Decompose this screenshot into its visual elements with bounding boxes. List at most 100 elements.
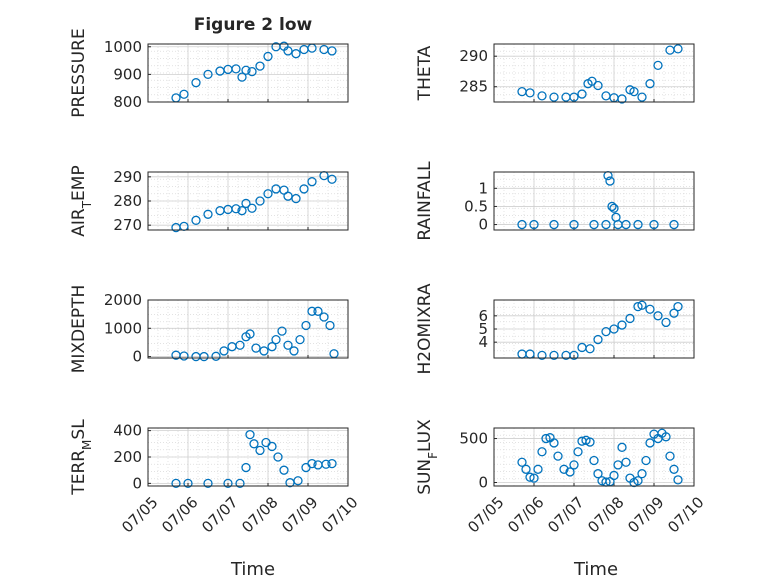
- y-tick-label: 0: [478, 473, 488, 491]
- data-point: [609, 324, 619, 334]
- axes-frame: [147, 43, 349, 103]
- y-tick-label: 5: [478, 320, 488, 338]
- data-point: [609, 203, 619, 213]
- data-point: [277, 326, 287, 336]
- data-point: [593, 469, 603, 479]
- data-point: [321, 459, 331, 469]
- data-point: [637, 92, 647, 102]
- data-point: [549, 219, 559, 230]
- data-point: [601, 326, 611, 337]
- y-axis-label: TERRMSL: [69, 419, 94, 496]
- y-axis-label: PRESSURE: [69, 28, 89, 117]
- data-point: [649, 219, 659, 230]
- data-point: [529, 473, 539, 483]
- data-point: [569, 460, 579, 470]
- y-tick-label: 270: [113, 216, 142, 234]
- data-point: [273, 452, 283, 462]
- data-point: [569, 219, 579, 230]
- y-tick-label: 500: [459, 430, 488, 448]
- data-point: [617, 442, 627, 452]
- y-tick-label: 0: [132, 348, 142, 366]
- data-point: [669, 308, 679, 318]
- data-point: [179, 89, 189, 99]
- data-point: [245, 429, 255, 440]
- data-point: [327, 174, 337, 184]
- data-point: [219, 346, 229, 356]
- y-tick-label: 800: [113, 93, 142, 111]
- subplot-1: 800 900 1000 PRESSURE: [69, 28, 349, 118]
- data-point: [529, 219, 539, 230]
- data-point: [313, 306, 323, 316]
- data-point: [549, 92, 559, 102]
- data-point: [577, 89, 587, 99]
- data-point: [241, 462, 251, 473]
- x-tick-label: 07/07: [198, 493, 241, 536]
- data-point: [183, 478, 193, 489]
- data-point: [283, 191, 293, 201]
- data-point: [203, 69, 213, 80]
- data-point: [525, 88, 535, 98]
- data-point: [617, 94, 627, 104]
- data-point: [251, 343, 261, 353]
- data-point: [517, 219, 527, 230]
- data-point: [267, 441, 277, 452]
- data-point: [573, 447, 583, 457]
- data-point: [171, 478, 181, 489]
- data-point: [271, 334, 281, 345]
- x-tick-label: 07/10: [318, 493, 361, 536]
- data-point: [319, 312, 329, 322]
- data-point: [549, 438, 559, 448]
- y-tick-label: 1000: [104, 319, 142, 337]
- data-point: [255, 196, 265, 206]
- data-point: [633, 476, 643, 486]
- data-point: [537, 91, 547, 101]
- data-point: [247, 66, 257, 77]
- data-point: [259, 346, 269, 356]
- data-point: [325, 320, 335, 331]
- data-point: [629, 86, 639, 97]
- data-point: [327, 458, 337, 469]
- data-point: [569, 92, 579, 102]
- y-axis-label: AIRTEMP: [69, 165, 94, 236]
- data-point: [637, 300, 647, 310]
- data-point: [645, 304, 655, 314]
- y-tick-label: 400: [113, 422, 142, 440]
- data-point: [661, 317, 671, 328]
- data-point: [291, 49, 301, 59]
- y-tick-label: 4: [478, 333, 488, 351]
- x-tick-label: 07/08: [584, 493, 627, 536]
- y-axis-label: MIXDEPTH: [69, 285, 89, 374]
- y-tick-label: 1000: [104, 38, 142, 56]
- data-point: [609, 470, 619, 481]
- data-point: [661, 432, 671, 442]
- data-point: [245, 329, 255, 339]
- data-point: [525, 472, 535, 482]
- data-point: [241, 198, 251, 209]
- data-point: [565, 467, 575, 477]
- data-point: [569, 350, 579, 361]
- axes-frame: [493, 299, 695, 359]
- data-point: [191, 215, 201, 225]
- x-tick-label: 07/10: [664, 493, 707, 536]
- subplot-5: 0 1000 2000 MIXDEPTH: [69, 285, 349, 374]
- data-point: [235, 340, 245, 350]
- y-axis-label: H2OMIXRA: [415, 283, 435, 374]
- data-point: [299, 184, 309, 194]
- data-point: [641, 455, 651, 466]
- data-point: [237, 206, 247, 216]
- data-point: [669, 219, 679, 230]
- y-tick-label: 2000: [104, 291, 142, 309]
- axes-frame: [493, 171, 695, 231]
- x-axis-label-left: Time: [230, 559, 275, 580]
- x-tick-label: 07/08: [238, 493, 281, 536]
- data-point: [263, 51, 273, 62]
- y-axis-label: THETA: [415, 45, 435, 101]
- data-point: [231, 204, 241, 214]
- axes-frame: [493, 427, 695, 487]
- data-point: [587, 76, 597, 86]
- data-point: [203, 478, 213, 489]
- y-tick-label: 290: [459, 47, 488, 65]
- data-point: [231, 64, 241, 74]
